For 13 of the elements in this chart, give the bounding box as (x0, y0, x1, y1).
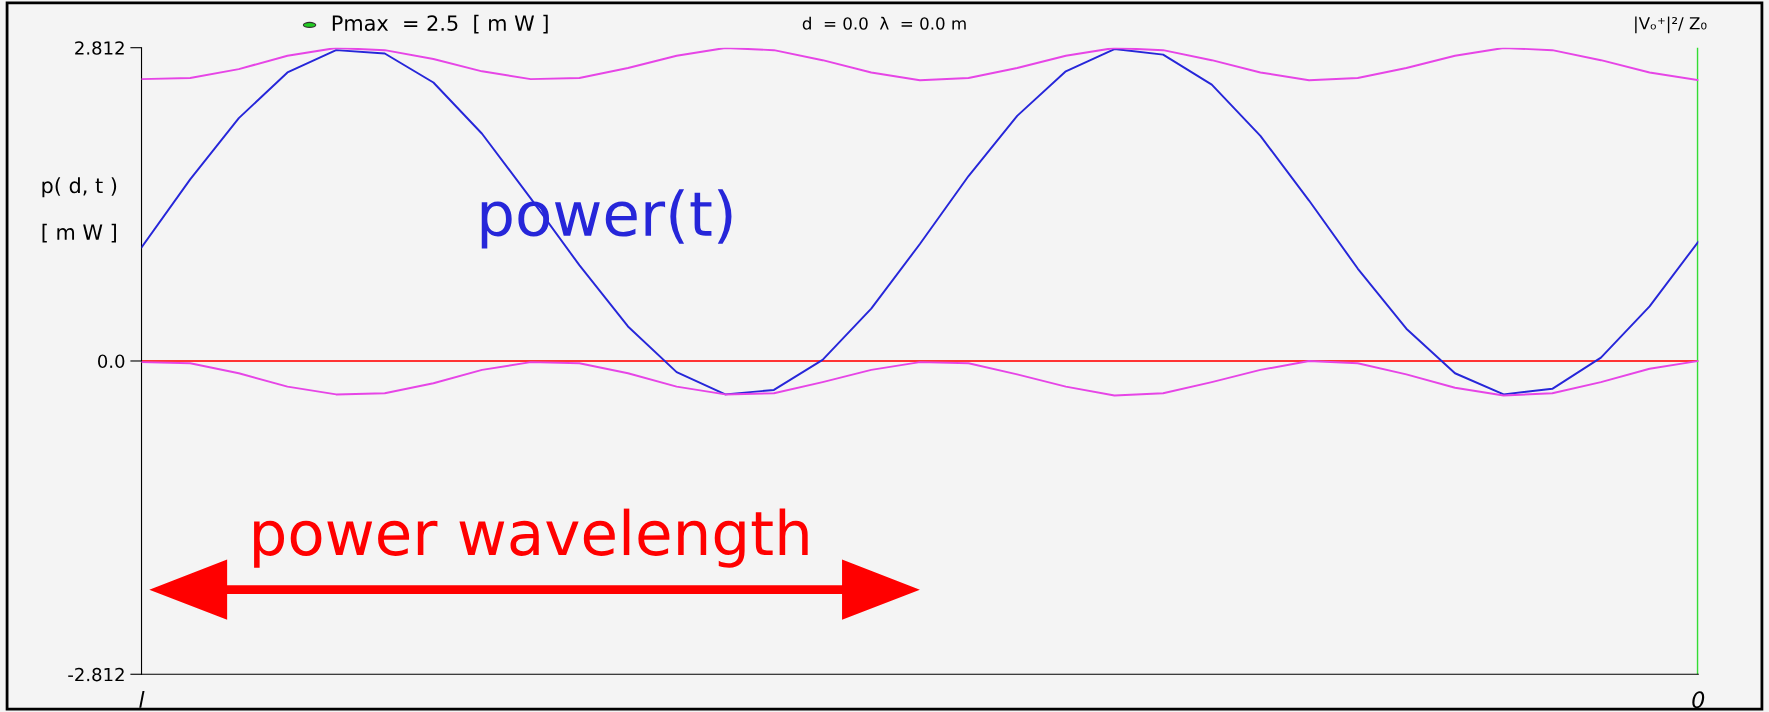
y-tick-label: -2.812 (68, 667, 124, 682)
x-tick-label: l (139, 690, 145, 708)
y-tick-label: 2.812 (75, 41, 124, 55)
line-series (141, 48, 1699, 396)
line-series (141, 47, 1699, 82)
text: Pmax = 2.5 [ m W ] (332, 14, 548, 34)
x-tick-label: 0 (1692, 691, 1705, 709)
y-tick-label: 0.0 (98, 354, 125, 369)
annotation: power wavelength (254, 508, 808, 568)
text: |Vₒ⁺|²/ Z₀ (1635, 16, 1707, 34)
line-series (141, 360, 1699, 397)
text: d = 0.0 λ = 0.0 m (802, 16, 966, 30)
text: p( d, t ) [ m W ] (42, 177, 117, 243)
